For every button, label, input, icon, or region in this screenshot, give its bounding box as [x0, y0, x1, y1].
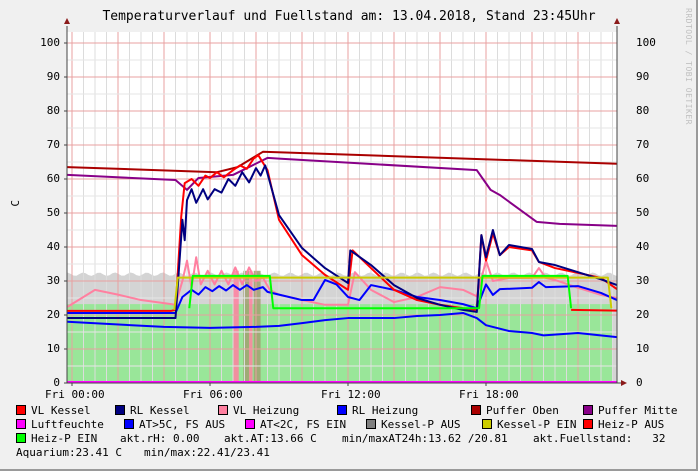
stat-aquarium: Aquarium:23.41 C — [16, 446, 122, 459]
arrow-up-icon — [614, 18, 620, 24]
y-tick-label-right: 30 — [636, 274, 650, 287]
y-tick-label-right: 40 — [636, 240, 650, 253]
legend-item-kessel-p-ein: Kessel-P EIN — [482, 419, 576, 431]
legend-label: Puffer Mitte — [598, 404, 678, 417]
y-tick-label-right: 80 — [636, 104, 650, 117]
chart-title: Temperaturverlauf und Fuellstand am: 13.… — [102, 9, 596, 24]
y-tick-label-right: 20 — [636, 308, 650, 321]
legend-item-at-lt-2c: AT<2C, FS EIN — [245, 419, 346, 431]
stat-at: akt.AT:13.66 C — [224, 432, 317, 445]
legend-swatch — [16, 405, 26, 415]
arrow-up-icon — [64, 18, 70, 24]
y-tick-label: 50 — [46, 206, 60, 219]
y-tick-label: 100 — [40, 36, 60, 49]
legend-label: VL Kessel — [31, 404, 91, 417]
y-tick-label-right: 90 — [636, 70, 650, 83]
legend-swatch — [124, 419, 134, 429]
arrow-right-icon — [621, 380, 627, 386]
legend-label: Heiz-P AUS — [598, 418, 665, 431]
legend-swatch — [482, 419, 492, 429]
legend-label: Kessel-P EIN — [497, 418, 577, 431]
y-tick-label-right: 0 — [636, 376, 643, 389]
legend-item-vl-heizung: VL Heizung — [218, 405, 299, 417]
legend-swatch — [218, 405, 228, 415]
legend-item-luftfeuchte: Luftfeuchte — [16, 419, 104, 431]
y-tick-label: 10 — [46, 342, 60, 355]
series-line-kessel-p-ein — [173, 276, 613, 311]
legend-item-vl-kessel: VL Kessel — [16, 405, 91, 417]
legend-label: Puffer Oben — [486, 404, 559, 417]
watermark: RRDTOOL / TOBI OETIKER — [684, 8, 693, 125]
legend-label: Luftfeuchte — [31, 418, 104, 431]
y-tick-label: 30 — [46, 274, 60, 287]
legend-swatch — [583, 405, 593, 415]
y-tick-label: 60 — [46, 172, 60, 185]
y-tick-label-right: 60 — [636, 172, 650, 185]
y-tick-label-right: 100 — [636, 36, 656, 49]
series-line-puffer-mitte — [67, 156, 618, 227]
legend-swatch — [337, 405, 347, 415]
legend-swatch — [583, 419, 593, 429]
legend-label: AT<2C, FS EIN — [260, 418, 347, 431]
legend-label: Kessel-P AUS — [381, 418, 461, 431]
legend-swatch — [16, 419, 26, 429]
legend-item-kessel-p-aus: Kessel-P AUS — [366, 419, 460, 431]
legend-label: VL Heizung — [233, 404, 300, 417]
series-line-heiz-p-ein — [188, 274, 573, 310]
series-line-rl-kessel — [67, 164, 618, 320]
stat-aquarium-minmax: min/max:22.41/23.41 — [144, 446, 270, 459]
x-tick-label: Fri 00:00 — [45, 388, 105, 401]
stat-rh: akt.rH: 0.00 — [120, 432, 200, 445]
legend-swatch — [16, 433, 26, 443]
y-tick-label: 80 — [46, 104, 60, 117]
series-line-heiz-p-aus — [571, 308, 618, 312]
legend-item-heiz-p-ein: Heiz-P EIN — [16, 433, 97, 445]
x-tick-label: Fri 06:00 — [183, 388, 243, 401]
legend-item-rl-kessel: RL Kessel — [115, 405, 190, 417]
stat-fuellstand: akt.Fuellstand: 32 — [533, 432, 666, 445]
y-tick-label-right: 70 — [636, 138, 650, 151]
legend-swatch — [471, 405, 481, 415]
series-line-at-5c-fs-aus — [67, 311, 618, 339]
y-tick-label: 40 — [46, 240, 60, 253]
y-tick-label-right: 50 — [636, 206, 650, 219]
legend-swatch — [366, 419, 376, 429]
y-tick-label-right: 10 — [636, 342, 650, 355]
x-tick-label: Fri 18:00 — [459, 388, 519, 401]
y-tick-label: 70 — [46, 138, 60, 151]
legend-item-puffer-mitte: Puffer Mitte — [583, 405, 677, 417]
legend-item-heiz-p-aus: Heiz-P AUS — [583, 419, 664, 431]
legend-item-puffer-oben: Puffer Oben — [471, 405, 559, 417]
legend-label: RL Kessel — [130, 404, 190, 417]
legend-item-at-gt-5c: AT>5C, FS AUS — [124, 419, 225, 431]
legend-label: RL Heizung — [352, 404, 419, 417]
series-line-rl-heizung — [67, 278, 618, 314]
legend-item-rl-heizung: RL Heizung — [337, 405, 418, 417]
stat-minmax-at: min/maxAT24h:13.62 /20.81 — [342, 432, 508, 445]
legend-swatch — [115, 405, 125, 415]
legend-swatch — [245, 419, 255, 429]
area-aquarium — [67, 304, 613, 383]
y-tick-label: 20 — [46, 308, 60, 321]
y-tick-label: 90 — [46, 70, 60, 83]
x-tick-label: Fri 12:00 — [321, 388, 381, 401]
legend-label: Heiz-P EIN — [31, 432, 98, 445]
legend-label: AT>5C, FS AUS — [139, 418, 226, 431]
y-tick-label: 0 — [53, 376, 60, 389]
